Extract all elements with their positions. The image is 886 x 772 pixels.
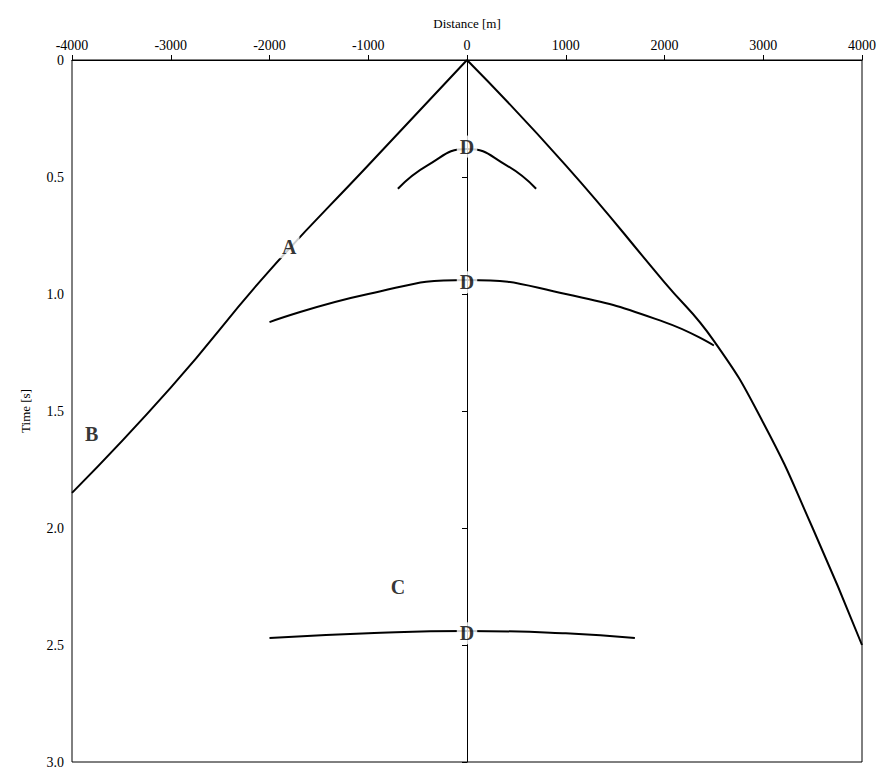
svg-text:0: 0 (57, 53, 64, 68)
svg-text:D: D (460, 622, 474, 644)
svg-text:Distance [m]: Distance [m] (433, 16, 501, 31)
svg-text:1.0: 1.0 (47, 287, 65, 302)
svg-text:-3000: -3000 (154, 38, 187, 53)
svg-text:2.5: 2.5 (47, 638, 65, 653)
svg-text:-4000: -4000 (56, 38, 89, 53)
svg-text:D: D (460, 136, 474, 158)
svg-text:C: C (391, 576, 405, 598)
svg-text:-1000: -1000 (352, 38, 385, 53)
svg-text:1000: 1000 (552, 38, 580, 53)
svg-text:Time [s]: Time [s] (18, 389, 33, 433)
svg-text:A: A (282, 236, 297, 258)
svg-text:D: D (460, 271, 474, 293)
svg-text:1.5: 1.5 (47, 404, 65, 419)
svg-text:-2000: -2000 (253, 38, 286, 53)
svg-text:0: 0 (464, 38, 471, 53)
svg-text:2000: 2000 (651, 38, 679, 53)
svg-text:3.0: 3.0 (47, 755, 65, 770)
svg-text:3000: 3000 (749, 38, 777, 53)
svg-text:B: B (85, 423, 98, 445)
svg-text:4000: 4000 (848, 38, 876, 53)
svg-text:0.5: 0.5 (47, 170, 65, 185)
svg-text:2.0: 2.0 (47, 521, 65, 536)
